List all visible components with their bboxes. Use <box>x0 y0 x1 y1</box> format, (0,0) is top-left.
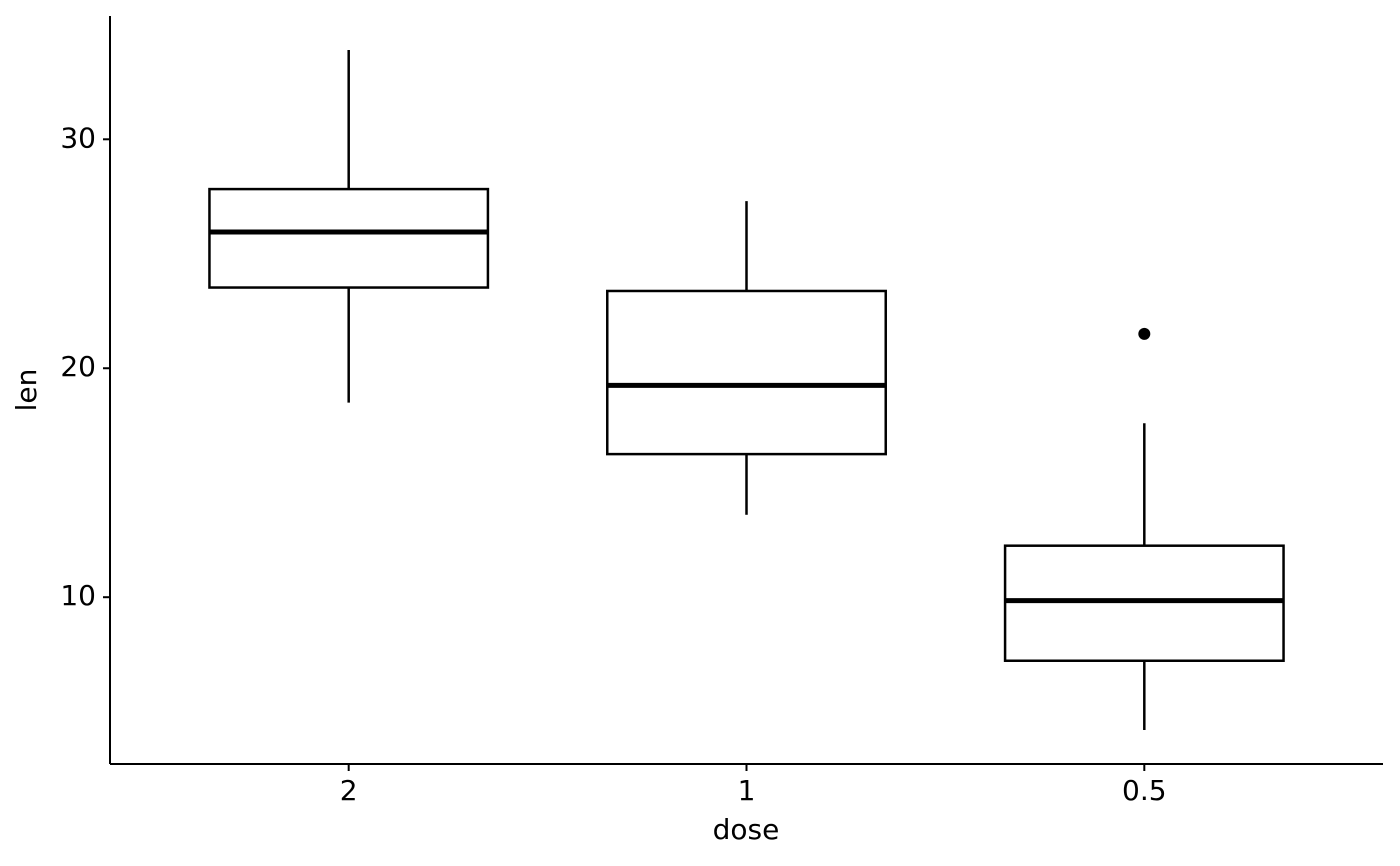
box <box>208 187 490 289</box>
x-axis-title: dose <box>713 813 780 846</box>
box <box>606 289 887 456</box>
outlier <box>1138 327 1151 340</box>
y-axis-title: len <box>10 369 43 412</box>
box <box>1003 544 1285 662</box>
x-tick-label: 2 <box>340 774 358 807</box>
x-tick-label: 1 <box>738 774 756 807</box>
y-tick-label: 10 <box>60 579 96 612</box>
y-tick-label: 30 <box>60 121 96 154</box>
y-tick-label: 20 <box>60 350 96 383</box>
x-tick-label: 0.5 <box>1122 774 1167 807</box>
